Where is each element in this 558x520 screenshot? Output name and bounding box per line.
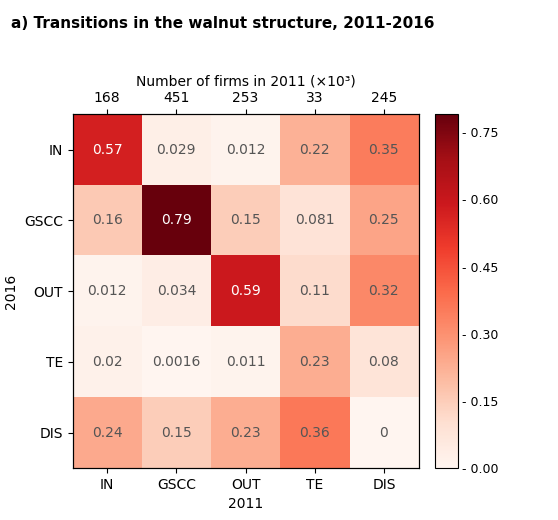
Text: 0.25: 0.25	[369, 214, 399, 227]
Text: 0.012: 0.012	[88, 284, 127, 298]
Text: 0.029: 0.029	[157, 143, 196, 157]
Text: 0.35: 0.35	[369, 143, 399, 157]
Text: 0.22: 0.22	[300, 143, 330, 157]
Text: 0.15: 0.15	[230, 214, 261, 227]
Text: 0.16: 0.16	[92, 214, 123, 227]
Text: 0.79: 0.79	[161, 214, 192, 227]
Text: 0.15: 0.15	[161, 426, 192, 439]
X-axis label: 2011: 2011	[228, 497, 263, 511]
Text: 0.57: 0.57	[92, 143, 122, 157]
Text: 0.0016: 0.0016	[152, 355, 200, 369]
Text: 0.034: 0.034	[157, 284, 196, 298]
Text: 0.081: 0.081	[295, 214, 335, 227]
Text: 0.23: 0.23	[230, 426, 261, 439]
Text: a) Transitions in the walnut structure, 2011-2016: a) Transitions in the walnut structure, …	[11, 16, 435, 31]
Text: 0.11: 0.11	[299, 284, 330, 298]
Text: 0.02: 0.02	[92, 355, 122, 369]
Text: 0.011: 0.011	[225, 355, 266, 369]
Text: 0.08: 0.08	[368, 355, 400, 369]
X-axis label: Number of firms in 2011 (×10³): Number of firms in 2011 (×10³)	[136, 74, 355, 88]
Text: 0.24: 0.24	[92, 426, 122, 439]
Text: 0.23: 0.23	[300, 355, 330, 369]
Y-axis label: 2016: 2016	[4, 274, 18, 309]
Text: 0.59: 0.59	[230, 284, 261, 298]
Text: 0: 0	[379, 426, 388, 439]
Text: 0.32: 0.32	[369, 284, 399, 298]
Text: 0.36: 0.36	[299, 426, 330, 439]
Text: 0.012: 0.012	[226, 143, 265, 157]
